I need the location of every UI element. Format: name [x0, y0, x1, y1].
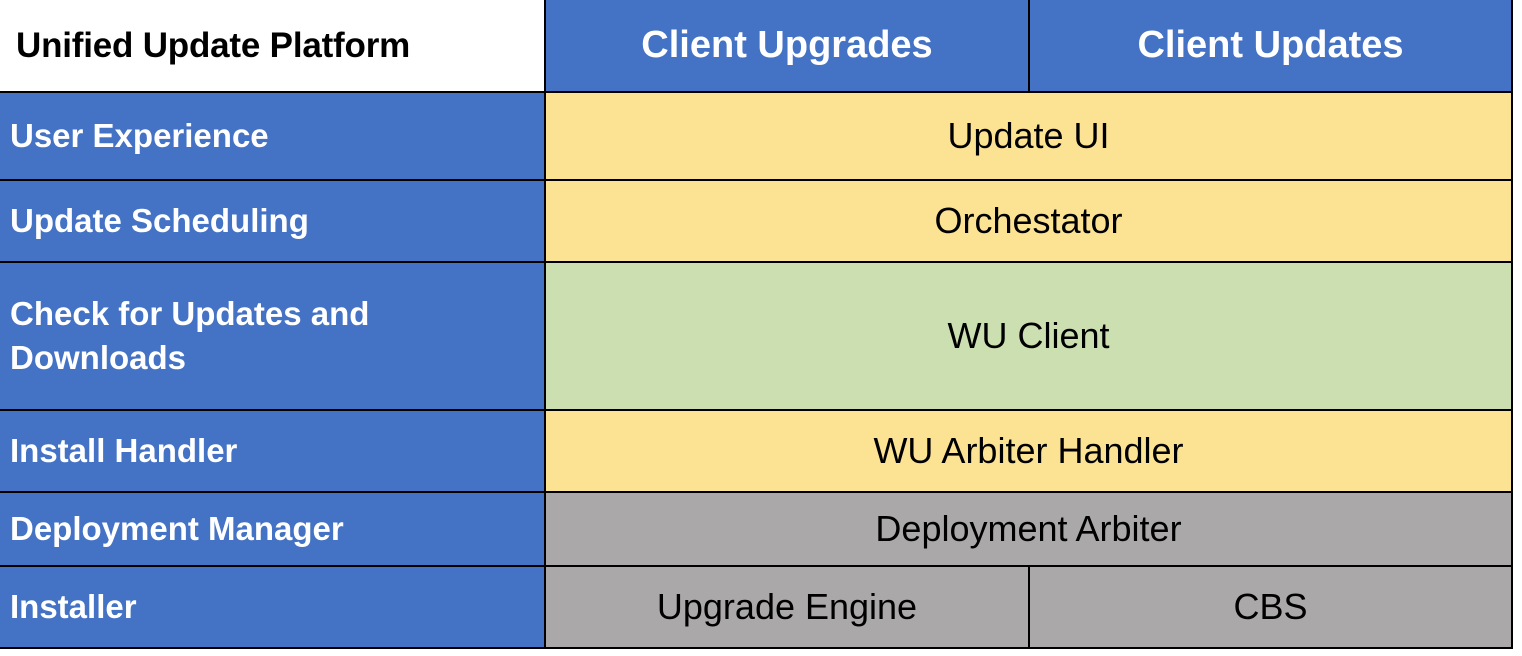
table-row: Installer Upgrade Engine CBS [0, 565, 1513, 649]
page-title: Unified Update Platform [0, 0, 546, 93]
cell-wu-arbiter-handler: WU Arbiter Handler [544, 409, 1513, 493]
table-row: Check for Updates and Downloads WU Clien… [0, 261, 1513, 411]
cell-wu-client: WU Client [544, 261, 1513, 411]
table-row: User Experience Update UI [0, 91, 1513, 181]
column-header-client-upgrades: Client Upgrades [544, 0, 1030, 93]
cell-upgrade-engine: Upgrade Engine [544, 565, 1030, 649]
column-header-client-updates: Client Updates [1028, 0, 1513, 93]
row-label-installer: Installer [0, 565, 546, 649]
row-label-deployment-manager: Deployment Manager [0, 491, 546, 567]
cell-orchestator: Orchestator [544, 179, 1513, 263]
table-row: Update Scheduling Orchestator [0, 179, 1513, 263]
row-label-update-scheduling: Update Scheduling [0, 179, 546, 263]
table-header-row: Unified Update Platform Client Upgrades … [0, 0, 1513, 93]
cell-update-ui: Update UI [544, 91, 1513, 181]
cell-cbs: CBS [1028, 565, 1513, 649]
table-row: Install Handler WU Arbiter Handler [0, 409, 1513, 493]
row-label-install-handler: Install Handler [0, 409, 546, 493]
row-label-user-experience: User Experience [0, 91, 546, 181]
table-row: Deployment Manager Deployment Arbiter [0, 491, 1513, 567]
row-label-check-for-updates-and-downloads: Check for Updates and Downloads [0, 261, 546, 411]
cell-deployment-arbiter: Deployment Arbiter [544, 491, 1513, 567]
